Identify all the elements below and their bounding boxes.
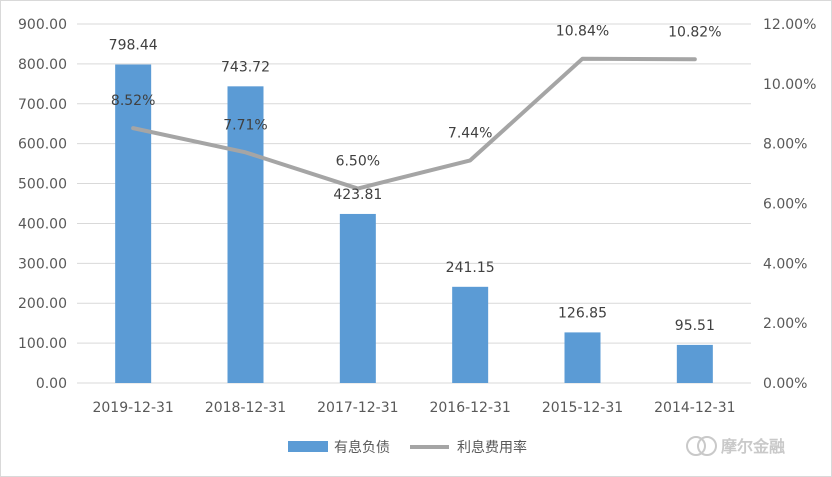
line-data-label: 7.71%: [223, 117, 267, 133]
y-right-tick-label: 6.00%: [763, 197, 807, 213]
x-tick-label: 2019-12-31: [92, 400, 173, 416]
bar-data-label: 743.72: [221, 59, 270, 75]
legend-swatch-bar: [288, 441, 328, 452]
y-left-tick-label: 500.00: [18, 177, 67, 193]
line-data-label: 10.82%: [668, 24, 721, 40]
bar: [227, 86, 264, 384]
watermark-logo-icon: [686, 436, 706, 456]
line-data-label: 8.52%: [111, 93, 155, 109]
bar-data-label: 241.15: [446, 260, 495, 276]
x-tick-label: 2014-12-31: [654, 400, 735, 416]
y-left-tick-label: 300.00: [18, 256, 67, 272]
y-left-tick-label: 400.00: [18, 216, 67, 232]
y-left-tick-label: 900.00: [18, 17, 67, 33]
y-left-tick-label: 100.00: [18, 336, 67, 352]
y-right-tick-label: 0.00%: [763, 376, 807, 392]
y-left-tick-label: 800.00: [18, 57, 67, 73]
bar: [339, 213, 376, 383]
y-right-tick-label: 4.00%: [763, 256, 807, 272]
bar: [115, 64, 152, 383]
bar-data-label: 95.51: [675, 318, 715, 334]
y-left-tick-label: 0.00: [36, 376, 67, 392]
bar: [452, 286, 489, 383]
y-left-tick-label: 700.00: [18, 97, 67, 113]
y-right-tick-label: 2.00%: [763, 316, 807, 332]
line-data-label: 10.84%: [556, 24, 609, 40]
y-right-tick-label: 8.00%: [763, 137, 807, 153]
y-right-tick-label: 10.00%: [763, 77, 816, 93]
x-tick-label: 2018-12-31: [205, 400, 286, 416]
legend-label: 有息负债: [334, 439, 390, 456]
watermark-logo-icon: [697, 436, 717, 456]
legend-label: 利息费用率: [457, 439, 527, 456]
bar-data-label: 126.85: [558, 305, 607, 321]
watermark-text: 摩尔金融: [721, 437, 785, 456]
y-left-tick-label: 200.00: [18, 296, 67, 312]
line-data-label: 7.44%: [448, 125, 492, 141]
x-tick-label: 2016-12-31: [429, 400, 510, 416]
x-tick-label: 2017-12-31: [317, 400, 398, 416]
bar-data-label: 423.81: [333, 187, 382, 203]
x-tick-label: 2015-12-31: [542, 400, 623, 416]
y-right-tick-label: 12.00%: [763, 17, 816, 33]
bar-data-label: 798.44: [109, 38, 158, 54]
bar: [564, 332, 601, 383]
bar: [676, 344, 713, 383]
y-left-tick-label: 600.00: [18, 137, 67, 153]
series-line: [131, 56, 697, 191]
line-data-label: 6.50%: [336, 154, 380, 170]
